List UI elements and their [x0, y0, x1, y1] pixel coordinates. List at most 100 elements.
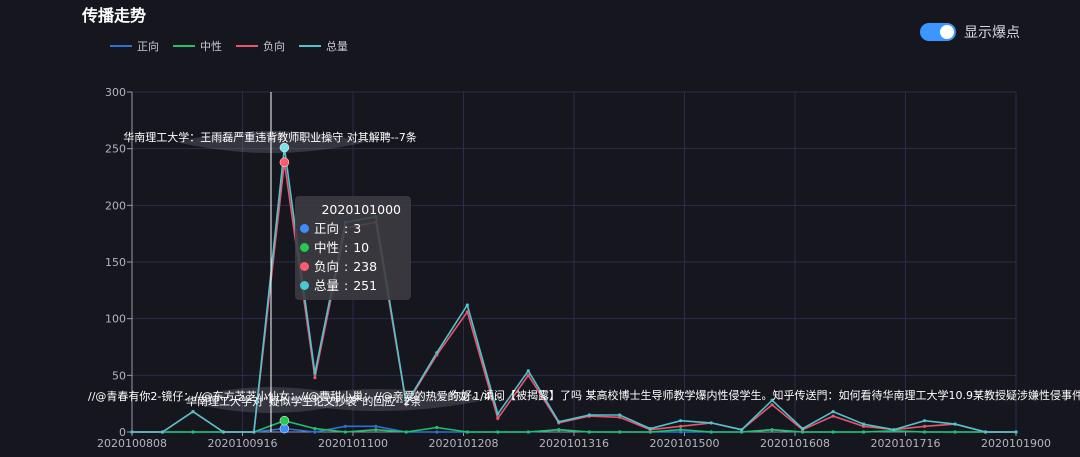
- x-tick-label: 2020101316: [539, 437, 609, 450]
- bottom-annotation-c: 你好。请问【被揭露】了吗 某高校博士生导师教学爆内性侵学生。知乎传送門：如何看待…: [450, 388, 1080, 402]
- legend-label-negative: 负向: [263, 40, 285, 53]
- tooltip-row-positive: 正向: 3: [295, 219, 411, 238]
- series-point-total: [587, 413, 591, 417]
- chart-legend: 正向 中性 负向 总量: [110, 38, 348, 54]
- series-point-total: [740, 428, 744, 432]
- show-burst-label: 显示爆点: [964, 25, 1020, 41]
- hover-markers: [279, 142, 290, 434]
- series-point-positive: [374, 424, 378, 428]
- series-point-negative: [435, 353, 439, 357]
- tooltip-title: 2020101000: [321, 202, 401, 217]
- series-point-neutral: [496, 430, 500, 434]
- series-point-neutral: [648, 430, 652, 434]
- series-point-negative: [922, 424, 927, 428]
- legend-swatch-negative: [236, 45, 258, 47]
- series-point-neutral: [587, 430, 591, 434]
- tooltip-label-neutral: 中性: [314, 240, 340, 255]
- x-tick-label: 2020101500: [650, 437, 720, 450]
- series-line-negative: [132, 162, 1016, 433]
- peak-annotation: 华南理工大学：王雨磊严重违背教师职业操守 对其解聘--7条: [123, 130, 416, 144]
- series-point-total: [221, 430, 226, 434]
- y-tick-label: 250: [105, 143, 126, 156]
- legend-swatch-total: [299, 45, 321, 47]
- series-point-neutral: [709, 430, 713, 434]
- tooltip-row-negative: 负向: 238: [295, 257, 411, 276]
- legend-label-neutral: 中性: [200, 40, 222, 53]
- x-tick-label: 2020101716: [871, 437, 941, 450]
- series-point-total: [557, 420, 561, 424]
- bottom-annotation-b: 华南理工大学对“疑似学生论文抄袭”的回应--2条: [186, 394, 421, 408]
- y-tick-label: 0: [119, 426, 126, 439]
- tooltip-label-negative: 负向: [314, 259, 340, 274]
- series-point-total: [892, 428, 896, 432]
- toggle-knob: [940, 25, 954, 39]
- series-point-total: [861, 422, 866, 426]
- series-point-total: [465, 303, 469, 307]
- series-point-negative: [313, 376, 317, 380]
- series-point-neutral: [557, 428, 561, 432]
- x-tick-label: 2020100916: [208, 437, 278, 450]
- tooltip-row-neutral: 中性: 10: [295, 238, 411, 257]
- legend-swatch-neutral: [173, 45, 195, 47]
- bottom-annotation-a: //@青春有你2-镜仔：//@东方芝芝小仙女：//@曹甜小巢：//@亲爱的热爱的…: [88, 389, 509, 403]
- series-point-neutral: [953, 430, 957, 434]
- tooltip-sep: :: [344, 259, 349, 274]
- series-point-total: [1014, 430, 1018, 434]
- x-tick-label: 2020100808: [97, 437, 167, 450]
- tooltip-sep: :: [344, 221, 349, 236]
- series-point-positive: [435, 430, 439, 434]
- tooltip-dot-total: [300, 281, 309, 290]
- series-point-neutral: [861, 430, 866, 434]
- series-point-neutral: [374, 428, 378, 432]
- tooltip-label-total: 总量: [314, 278, 340, 293]
- x-tick-label: 2020101208: [429, 437, 499, 450]
- series-point-neutral: [191, 430, 195, 434]
- hover-marker-total: [279, 142, 290, 153]
- series-point-total: [496, 412, 500, 416]
- tooltip-row-total: 总量: 251: [295, 276, 411, 295]
- show-burst-toggle-group: 显示爆点: [920, 22, 1020, 42]
- series-point-positive: [343, 424, 347, 428]
- series-point-neutral: [343, 430, 347, 434]
- show-burst-toggle[interactable]: [920, 23, 956, 41]
- series-point-total: [526, 369, 530, 373]
- series-point-neutral: [831, 430, 835, 434]
- y-tick-label: 50: [112, 369, 126, 382]
- series-point-total: [404, 402, 408, 406]
- series-point-negative: [831, 414, 835, 418]
- series-point-neutral: [770, 428, 774, 432]
- series-point-total: [922, 419, 927, 423]
- series-point-neutral: [740, 430, 744, 434]
- tooltip-value-neutral: 10: [353, 240, 370, 255]
- series-point-neutral: [526, 430, 530, 434]
- legend-item-negative[interactable]: 负向: [236, 38, 285, 54]
- series-line-neutral: [132, 419, 1016, 433]
- series-point-total: [160, 430, 165, 434]
- tooltip-value-positive: 3: [353, 221, 362, 236]
- series-lines: [132, 147, 1016, 433]
- legend-item-total[interactable]: 总量: [299, 38, 348, 54]
- legend-item-positive[interactable]: 正向: [110, 38, 159, 54]
- legend-item-neutral[interactable]: 中性: [173, 38, 222, 54]
- series-line-total: [132, 147, 1016, 433]
- series-point-total: [252, 430, 256, 434]
- tooltip-value-total: 251: [353, 278, 378, 293]
- series-point-total: [831, 410, 835, 414]
- y-tick-label: 150: [105, 256, 126, 269]
- series-point-total: [953, 422, 957, 426]
- series-point-positive: [313, 430, 317, 434]
- series-point-negative: [465, 310, 469, 314]
- series-point-total: [191, 410, 195, 414]
- bottom-bubble-b: [275, 389, 485, 411]
- series-point-neutral: [801, 430, 805, 434]
- series-point-total: [679, 419, 683, 423]
- series-point-neutral: [313, 427, 317, 431]
- chart-tooltip: 2020101000 正向: 3 中性: 10 负向: 238 总量: 251: [295, 196, 411, 300]
- tooltip-sep: :: [344, 240, 349, 255]
- tooltip-label-positive: 正向: [314, 221, 340, 236]
- series-point-positive: [679, 430, 683, 434]
- series-point-neutral: [435, 425, 439, 430]
- series-point-total: [770, 398, 774, 402]
- series-point-total: [648, 427, 652, 431]
